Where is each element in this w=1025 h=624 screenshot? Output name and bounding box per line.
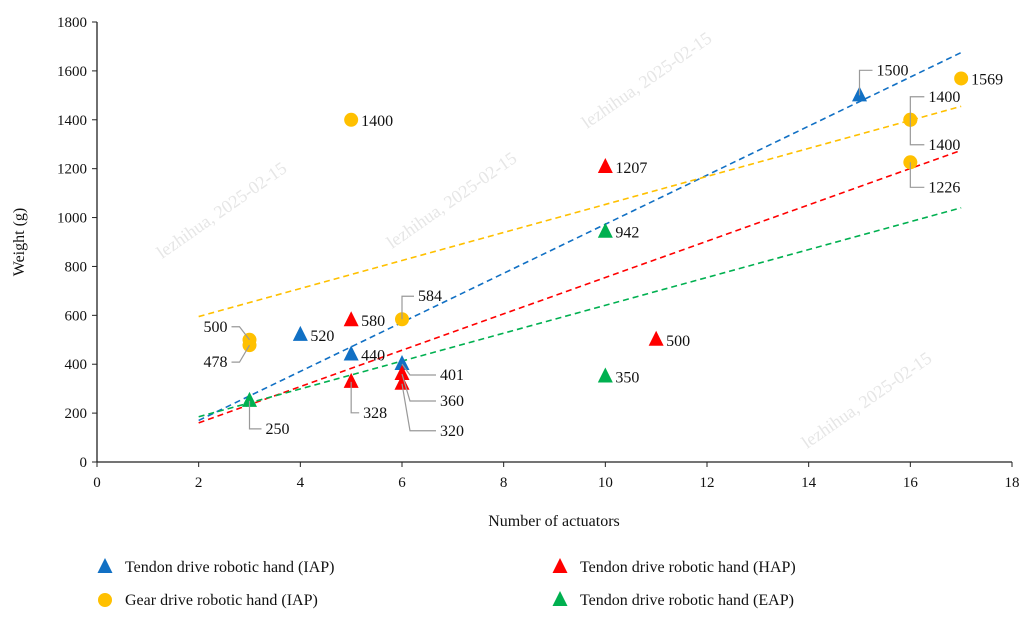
data-label: 1226 [928,179,960,196]
data-point [597,367,613,383]
y-tick-label: 800 [65,259,88,275]
x-tick-label: 10 [598,475,613,491]
label-leader-line [909,162,925,188]
label-leader-line [350,381,360,414]
data-labels: 520 440 401 1500 500 478 1400 584 1400 1400 1226 15… [204,62,1004,439]
data-point [394,354,410,370]
data-label: 942 [615,225,639,242]
data-label: 1400 [928,137,960,154]
watermark-text: lezhihua, 2025-02-15 [578,28,716,133]
trend-lines [198,51,962,424]
x-tick-label: 14 [801,475,817,491]
y-tick-label: 1800 [57,15,87,31]
y-tick-label: 0 [80,455,88,471]
label-leader-line [909,119,925,146]
data-label: 1207 [615,160,647,177]
x-tick-label: 0 [93,475,101,491]
legend-marker [552,591,568,606]
label-leader-line [401,373,436,402]
legend-marker [98,593,112,607]
trend-line [198,207,962,418]
axes: 0 2 4 6 8 10 12 14 16 18 0 200 400 600 800 1000 1200 1400… [57,15,1020,491]
y-tick-label: 400 [65,357,88,373]
data-label: 360 [440,393,464,410]
x-tick-label: 16 [903,475,919,491]
data-label: 580 [361,313,385,330]
x-tick-label: 2 [195,475,203,491]
trend-line [198,105,962,318]
label-leader-line [401,383,436,432]
data-label: 328 [363,405,387,422]
legend-label: Gear drive robotic hand (IAP) [125,592,318,609]
data-point [343,345,359,361]
x-tick-label: 12 [700,475,715,491]
legend: Tendon drive robotic hand (IAP) Gear driv… [97,558,796,609]
y-tick-label: 200 [65,406,88,422]
y-tick-label: 600 [65,308,88,324]
data-label: 584 [418,288,442,305]
y-tick-label: 1600 [57,64,87,80]
y-tick-label: 1400 [57,113,87,129]
legend-marker [552,558,568,573]
data-point [292,325,308,341]
label-leader-line [401,363,436,376]
data-point [343,311,359,327]
data-label: 478 [204,354,228,371]
data-label: 1400 [928,89,960,106]
watermark-layer: lezhihua, 2025-02-15 lezhihua, 2025-02-15… [153,28,936,453]
data-label: 1569 [971,71,1003,88]
data-label: 250 [266,421,290,438]
label-leader-line [231,344,251,363]
data-label: 500 [666,333,690,350]
data-label: 320 [440,423,464,440]
watermark-text: lezhihua, 2025-02-15 [153,158,291,263]
data-point [344,112,359,127]
legend-label: Tendon drive robotic hand (EAP) [580,592,794,609]
data-label: 401 [440,367,464,384]
label-leader-line [248,400,262,430]
data-point [597,157,613,173]
label-leader-line [401,295,414,320]
x-tick-label: 6 [398,475,406,491]
x-tick-label: 8 [500,475,508,491]
data-point [242,391,257,407]
data-label: 1500 [877,62,909,79]
label-leader-line [231,326,250,341]
trend-line [198,51,962,422]
x-axis-label: Number of actuators [488,513,620,530]
watermark-text: lezhihua, 2025-02-15 [383,148,521,253]
label-leader-line [858,69,873,96]
legend-label: Tendon drive robotic hand (IAP) [125,559,335,576]
data-label: 350 [615,369,639,386]
label-leader-line [909,96,925,120]
watermark-text: lezhihua, 2025-02-15 [798,348,936,453]
data-points [242,71,969,407]
y-axis-label: Weight (g) [11,208,28,276]
data-label: 440 [361,347,385,364]
y-tick-label: 1200 [57,162,87,178]
x-tick-label: 4 [297,475,305,491]
data-label: 520 [310,328,334,345]
data-point [648,330,664,346]
x-tick-label: 18 [1005,475,1020,491]
data-point [954,71,969,86]
data-point [597,222,613,238]
legend-marker [97,558,113,573]
data-point [343,372,359,388]
trend-line [198,149,962,424]
y-tick-label: 1000 [57,211,87,227]
data-label: 1400 [361,113,393,130]
data-point [394,365,410,380]
legend-label: Tendon drive robotic hand (HAP) [580,559,796,576]
data-label: 500 [204,319,228,336]
